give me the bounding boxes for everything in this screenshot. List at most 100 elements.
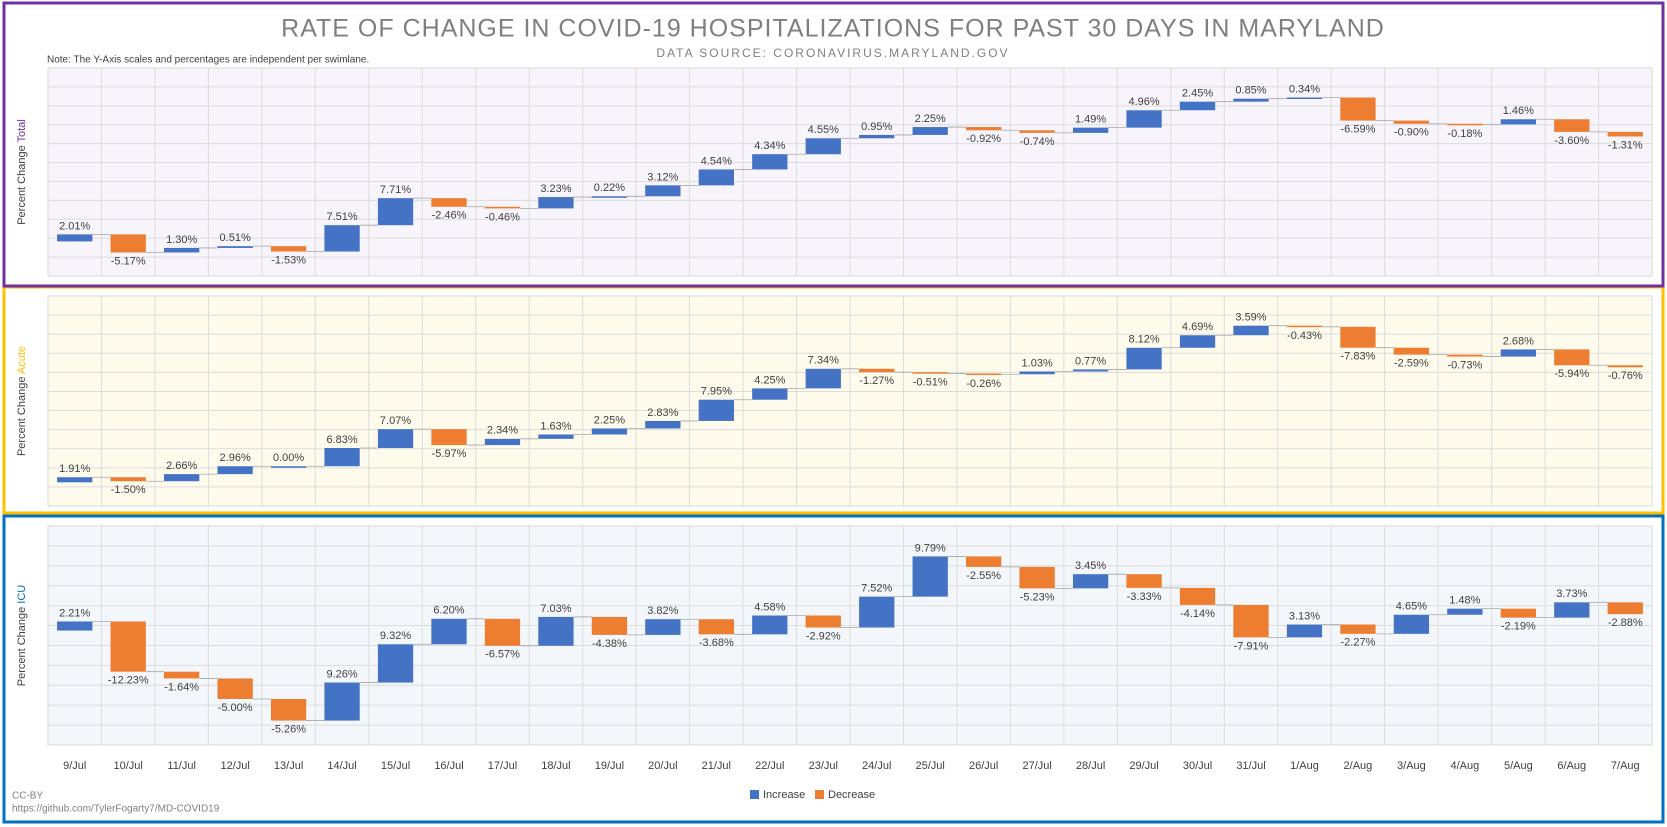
data-label: -2.92%: [806, 630, 841, 642]
data-label: 7.51%: [326, 211, 357, 223]
data-label: -2.88%: [1608, 617, 1643, 629]
bar: [805, 615, 841, 628]
x-tick-label: 29/Jul: [1129, 760, 1158, 772]
data-label: 9.32%: [380, 630, 411, 642]
bar: [1340, 97, 1376, 121]
x-tick-label: 6/Aug: [1557, 760, 1586, 772]
bar: [1607, 131, 1643, 137]
bar: [1233, 98, 1269, 102]
y-axis-label: Percent Change ICU: [16, 585, 28, 687]
bar: [1019, 371, 1055, 375]
bar: [110, 621, 146, 672]
bar: [377, 644, 414, 683]
bar: [538, 616, 574, 646]
data-label: -5.94%: [1554, 368, 1589, 380]
bar: [698, 169, 734, 186]
bar: [1340, 326, 1376, 348]
data-label: 2.25%: [594, 414, 625, 426]
bar: [270, 466, 307, 468]
x-tick-label: 27/Jul: [1022, 760, 1051, 772]
bar: [752, 154, 788, 170]
y-axis-label-text: Percent Change: [16, 145, 28, 225]
bar: [324, 682, 360, 721]
x-tick-label: 13/Jul: [274, 760, 303, 772]
bar: [1340, 624, 1376, 634]
lane-name: ICU: [16, 585, 28, 604]
data-label: -5.97%: [432, 448, 467, 460]
data-label: -0.51%: [913, 377, 948, 389]
bar: [859, 368, 895, 373]
data-label: -0.76%: [1608, 370, 1643, 382]
data-label: -3.68%: [699, 637, 734, 649]
data-label: -5.00%: [218, 702, 253, 714]
bar: [752, 615, 788, 635]
bar: [1072, 127, 1109, 133]
bar: [698, 399, 734, 421]
data-label: -2.55%: [966, 570, 1001, 582]
bar: [57, 621, 93, 631]
bar: [538, 434, 574, 439]
lane-name: Acute: [16, 346, 28, 374]
bar: [859, 596, 895, 628]
data-label: 7.71%: [380, 184, 411, 196]
x-tick-label: 14/Jul: [327, 760, 356, 772]
bar: [164, 247, 200, 253]
bar: [1447, 123, 1483, 126]
data-label: 0.85%: [1235, 85, 1266, 97]
bar: [1233, 604, 1269, 638]
x-tick-label: 3/Aug: [1397, 760, 1426, 772]
data-label: -4.38%: [592, 638, 627, 650]
x-tick-label: 22/Jul: [755, 760, 784, 772]
bar: [270, 246, 307, 252]
data-label: -0.46%: [485, 211, 520, 223]
data-label: 4.96%: [1128, 96, 1159, 108]
data-label: 0.95%: [861, 121, 892, 133]
bar: [484, 206, 521, 209]
bar: [57, 477, 93, 483]
data-label: -1.53%: [271, 254, 306, 266]
bar: [164, 474, 200, 482]
data-label: 1.03%: [1022, 357, 1053, 369]
data-label: -1.31%: [1608, 139, 1643, 151]
data-label: 3.12%: [647, 171, 678, 183]
data-label: 1.91%: [59, 463, 90, 475]
data-label: 2.25%: [915, 113, 946, 125]
bar: [1126, 347, 1162, 370]
bar: [1393, 614, 1430, 634]
data-label: -4.14%: [1180, 608, 1215, 620]
data-label: -2.46%: [432, 210, 467, 222]
license: CC-BY: [12, 791, 43, 802]
bar: [1447, 354, 1483, 357]
x-tick-label: 31/Jul: [1236, 760, 1265, 772]
data-label: 0.51%: [220, 232, 251, 244]
data-label: -1.64%: [164, 681, 199, 693]
data-label: 7.52%: [861, 583, 892, 595]
data-label: 9.26%: [326, 668, 357, 680]
bar: [1233, 325, 1269, 336]
bar: [1554, 119, 1590, 132]
bar: [1500, 349, 1536, 357]
data-label: 0.22%: [594, 182, 625, 194]
bar: [1286, 325, 1323, 328]
data-label: 3.73%: [1556, 588, 1587, 600]
bar: [1607, 602, 1643, 615]
x-tick-label: 5/Aug: [1504, 760, 1533, 772]
data-label: -5.23%: [1020, 591, 1055, 603]
x-tick-label: 4/Aug: [1450, 760, 1479, 772]
bar: [966, 127, 1002, 131]
bar: [912, 372, 948, 374]
chart-subtitle: DATA SOURCE: CORONAVIRUS.MARYLAND.GOV: [656, 46, 1009, 60]
data-label: -2.19%: [1501, 621, 1536, 633]
data-label: -0.92%: [966, 133, 1001, 145]
x-tick-label: 11/Jul: [167, 760, 196, 772]
bar: [1607, 365, 1643, 368]
data-label: 4.58%: [754, 601, 785, 613]
bar: [591, 196, 628, 198]
data-label: 2.96%: [220, 452, 251, 464]
bar: [484, 618, 521, 646]
x-tick-label: 2/Aug: [1344, 760, 1373, 772]
x-tick-label: 23/Jul: [809, 760, 838, 772]
bar: [538, 197, 574, 209]
data-label: 0.00%: [273, 452, 304, 464]
x-tick-label: 26/Jul: [969, 760, 998, 772]
